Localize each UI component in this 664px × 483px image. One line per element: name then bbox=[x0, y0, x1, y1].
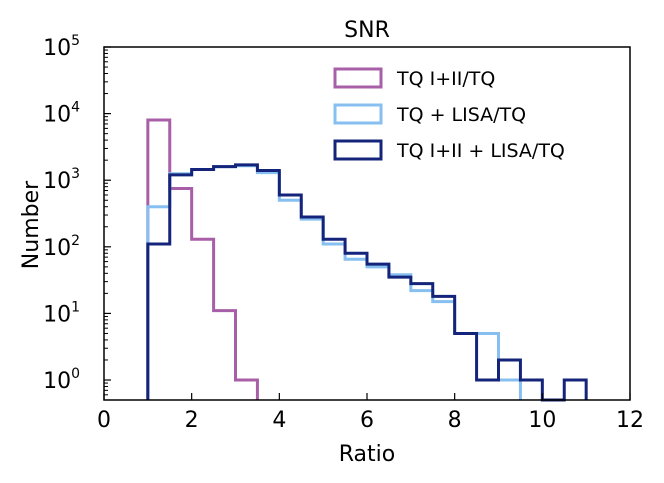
legend-swatch bbox=[333, 67, 383, 89]
x-axis-label: Ratio bbox=[339, 442, 395, 467]
histogram-series-1 bbox=[146, 118, 259, 400]
x-tick-label: 10 bbox=[528, 408, 556, 433]
legend: TQ I+II/TQ TQ + LISA/TQ TQ I+II + LISA/TQ bbox=[333, 67, 565, 162]
y-tick-label: 101 bbox=[43, 299, 80, 327]
y-tick-label: 104 bbox=[43, 100, 80, 128]
histogram-series-2 bbox=[146, 164, 522, 400]
x-tick-label: 0 bbox=[97, 408, 111, 433]
x-tick-label: 6 bbox=[360, 408, 374, 433]
legend-label: TQ I+II/TQ bbox=[396, 68, 495, 90]
chart-title: SNR bbox=[344, 18, 390, 43]
plot-frame bbox=[103, 46, 631, 401]
y-axis: 100 101 102 103 104 105 bbox=[43, 33, 111, 396]
y-tick-label: 102 bbox=[43, 233, 80, 261]
legend-swatch bbox=[333, 103, 383, 125]
y-tick-label: 105 bbox=[43, 33, 80, 61]
x-tick-label: 2 bbox=[185, 408, 199, 433]
legend-swatch bbox=[333, 139, 383, 161]
legend-label: TQ + LISA/TQ bbox=[396, 104, 526, 126]
y-axis-label: Number bbox=[19, 180, 44, 269]
x-tick-label: 4 bbox=[272, 408, 286, 433]
x-tick-label: 8 bbox=[448, 408, 462, 433]
legend-label: TQ I+II + LISA/TQ bbox=[396, 140, 565, 162]
x-tick-label: 12 bbox=[616, 408, 644, 433]
y-tick-label: 100 bbox=[43, 366, 80, 394]
x-axis: 0 2 4 6 8 10 12 bbox=[97, 393, 644, 433]
y-tick-label: 103 bbox=[43, 166, 80, 194]
plot-area bbox=[146, 118, 588, 402]
histogram-series-3 bbox=[146, 163, 588, 402]
